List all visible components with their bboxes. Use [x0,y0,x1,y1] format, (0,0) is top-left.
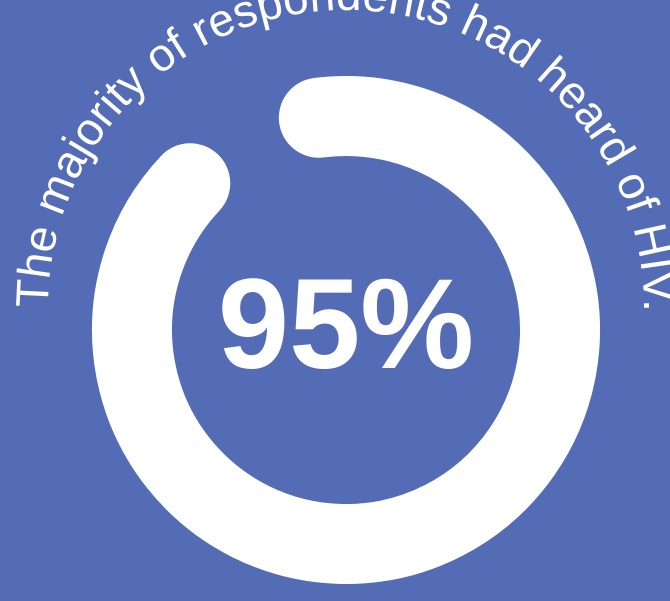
donut-arc [92,76,600,584]
percentage-value: 95% [218,253,474,396]
